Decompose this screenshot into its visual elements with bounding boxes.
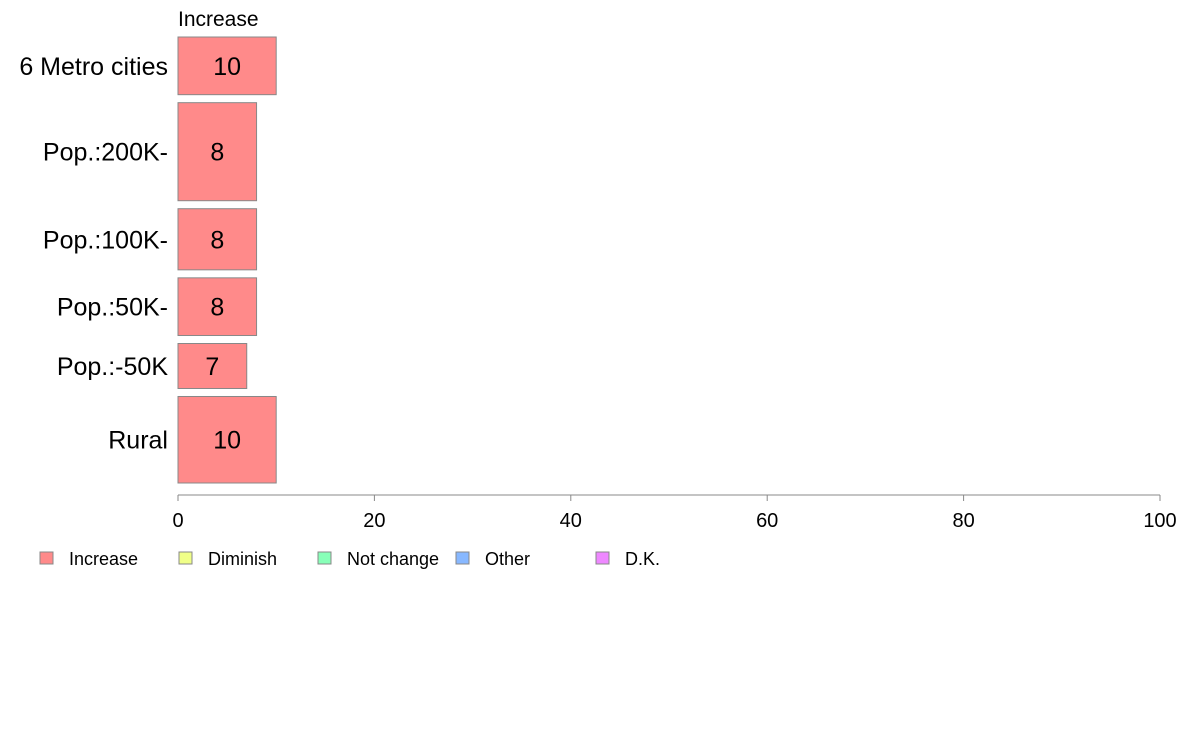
category-labels: 6 Metro cities Pop.:200K- Pop.:100K- Pop.:5…: [19, 53, 168, 455]
bar-value-label: 10: [213, 427, 241, 455]
x-tick-label: 100: [1143, 510, 1176, 532]
bar-value-label: 10: [213, 53, 241, 81]
category-label: Pop.:50K-: [57, 294, 168, 322]
legend-label-increase: Increase: [69, 549, 138, 569]
x-axis: 0 20 40 60 80 100: [172, 494, 1177, 532]
bar-increase-1: [177, 102, 258, 202]
legend-label-other: Other: [485, 549, 530, 569]
legend-label-d-k: D.K.: [625, 549, 660, 569]
category-label: Rural: [108, 427, 168, 455]
x-tick-label: 60: [756, 510, 778, 532]
bar-increase-5: [177, 395, 277, 484]
category-label: Pop.:200K-: [43, 139, 168, 167]
legend-swatch-d-k: [595, 551, 610, 565]
legend-swatch-other: [455, 551, 470, 565]
legend-swatch-increase: [39, 551, 54, 565]
category-label: 6 Metro cities: [19, 53, 168, 81]
series-header: Increase: [178, 8, 259, 31]
legend-label-not-change: Not change: [347, 549, 439, 569]
bar-increase-3: [177, 277, 258, 337]
x-tick-label: 20: [363, 510, 385, 532]
bar-increase-2: [177, 208, 258, 271]
bars-group: 10 8 8 8 7 10: [177, 36, 277, 484]
category-label: Pop.:-50K: [57, 353, 169, 381]
bar-increase-0: [177, 36, 277, 96]
bar-value-label: 8: [210, 226, 224, 254]
bar-increase-4: [177, 343, 248, 389]
bar-value-label: 8: [210, 139, 224, 167]
x-tick-label: 0: [172, 510, 183, 532]
legend-label-diminish: Diminish: [208, 549, 277, 569]
bar-value-label: 8: [210, 294, 224, 322]
category-label: Pop.:100K-: [43, 226, 168, 254]
bar-value-label: 7: [205, 353, 219, 381]
x-tick-label: 40: [560, 510, 582, 532]
legend: Increase Diminish Not change Other D.K.: [39, 549, 660, 569]
legend-swatch-diminish: [178, 551, 193, 565]
x-tick-label: 80: [952, 510, 974, 532]
legend-swatch-not-change: [317, 551, 332, 565]
